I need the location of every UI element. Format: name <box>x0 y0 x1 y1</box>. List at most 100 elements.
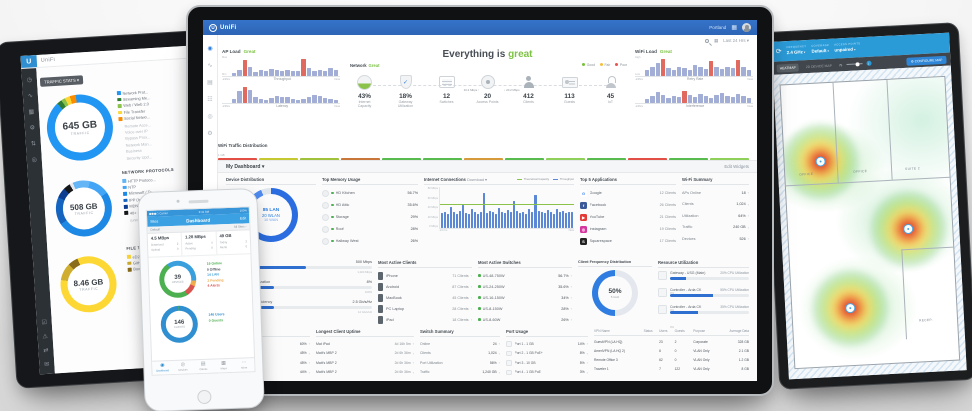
port-row[interactable]: Port 1 - 1 GB 14% › <box>506 339 588 349</box>
site-selector[interactable]: Portland <box>709 25 727 30</box>
coverage-dropdown[interactable]: COVERAGE Default▾ <box>811 43 830 54</box>
vpn-row[interactable]: AmeriVPN (LA HQ 2) 6 0 VLAN Only 2.1 GB <box>594 348 749 353</box>
channel-segment[interactable] <box>546 158 585 162</box>
client-row[interactable]: PC Laptop 28 Clients › <box>378 303 472 314</box>
summary-row[interactable]: Clients 1,024 › <box>420 350 500 356</box>
channel-segment[interactable] <box>669 158 708 162</box>
alerts-icon[interactable]: ⚠ <box>42 332 49 341</box>
resource-row[interactable]: Controller - Arda CK 55% CPU Utilization … <box>658 287 749 312</box>
clock-icon[interactable]: ◷ <box>26 76 33 84</box>
sidebar-settings-icon[interactable]: ⚙ <box>207 130 213 137</box>
switch-row[interactable]: US-8-150W 28% › <box>478 303 572 314</box>
memory-row[interactable]: HD Attic 35.6% <box>322 199 418 211</box>
channel-segment[interactable] <box>628 158 667 162</box>
channel-segment[interactable] <box>464 158 503 162</box>
vpn-row[interactable]: Traveler 1 7 122 VLAN Only 8 GB <box>594 366 749 371</box>
memory-row[interactable]: Roof 28% <box>322 223 418 235</box>
mail-icon[interactable]: ✉ <box>44 360 50 369</box>
channel-segment[interactable] <box>300 158 339 162</box>
sidebar-devices-icon[interactable]: ▤ <box>207 79 213 86</box>
stat-internet[interactable]: 43% Internet Capacity <box>344 72 385 109</box>
refresh-icon[interactable]: ⟳ <box>775 47 782 56</box>
app-row[interactable]: ◎ Instagram 19 Clients <box>580 225 676 233</box>
edit-button[interactable]: Edit <box>239 216 247 221</box>
channel-segment[interactable] <box>382 158 421 162</box>
tab-clients[interactable]: ▤ Clients <box>199 360 208 372</box>
my-dashboard-dropdown[interactable]: My Dashboard ▾ <box>226 163 265 170</box>
app-row[interactable]: S Squarespace 17 Clients <box>580 235 676 247</box>
tab-device-map[interactable]: 2D DEVICE MAP <box>805 63 833 69</box>
tab-heatmap[interactable]: HEATMAP <box>776 62 799 73</box>
switch-row[interactable]: US-24-250W 35.6% › <box>478 281 572 292</box>
edit-widgets-button[interactable]: Edit Widgets <box>724 164 749 169</box>
stat-tile[interactable]: 49 GB Today 2 Alerts 0 <box>219 232 248 250</box>
info-icon[interactable]: i <box>866 60 872 66</box>
app-row[interactable]: G Google 12 Clients <box>580 189 676 197</box>
map-icon[interactable]: ▦ <box>28 108 35 116</box>
summary-row[interactable]: Traffic 1,240 GB › <box>420 369 500 375</box>
download-dropdown[interactable]: Download ▾ <box>467 178 487 182</box>
channel-segment[interactable] <box>710 158 749 162</box>
summary-row[interactable]: Devices 526 › <box>682 236 749 242</box>
memory-row[interactable]: Hallway West 26% <box>322 235 418 247</box>
configure-map-button[interactable]: ⚙ CONFIGURE MAP <box>906 55 947 66</box>
port-row[interactable]: Port 3 - 10 GB 5% › <box>506 358 588 368</box>
avatar[interactable] <box>742 23 751 32</box>
vpn-row[interactable]: GuestVPN (LA HQ) 23 2 Corporate 328 GB <box>594 339 749 344</box>
tasks-icon[interactable]: ☑ <box>41 318 48 327</box>
transfer-icon[interactable]: ⇅ <box>30 140 37 148</box>
stat-tile[interactable]: 4.5 MBps Download 2 Upload 0 <box>147 232 183 257</box>
summary-row[interactable]: Utilization 64% › <box>682 213 749 219</box>
tab-more[interactable]: ⋯ More <box>241 359 248 370</box>
time-range-dropdown[interactable]: Last 24 Hrs ▾ <box>723 38 749 43</box>
stat-guests[interactable]: 113 Guests <box>549 72 590 109</box>
back-button[interactable]: Sites <box>150 219 159 224</box>
tab-maps[interactable]: ▦ Maps <box>220 360 228 371</box>
resource-row[interactable]: Controller - Arda CK 35% CPU Utilization … <box>658 304 749 329</box>
switch-row[interactable]: US-16-150W 34% › <box>478 292 572 303</box>
memory-row[interactable]: HD Kitchen 56.7% <box>322 187 418 199</box>
access-points-dropdown[interactable]: ACCESS POINTS unpaired▾ <box>834 42 861 53</box>
switch-row[interactable]: US-8-60W 26% › <box>478 314 572 325</box>
port-row[interactable]: Port 4 - 1 GB PoE 3% › <box>506 368 588 378</box>
sidebar-stats-icon[interactable]: ∿ <box>207 62 213 69</box>
tab-dashboard[interactable]: ◉ Dashboard <box>156 362 170 373</box>
client-row[interactable]: iPad 18 Clients › <box>378 314 472 325</box>
frequency-dropdown[interactable]: FREQUENCY 2.4 GHz▾ <box>786 45 807 55</box>
activity-icon[interactable]: ∿ <box>27 92 34 100</box>
channel-segment[interactable] <box>505 158 544 162</box>
summary-row[interactable]: Clients 1,024 › <box>682 201 749 207</box>
channel-segment[interactable] <box>259 158 298 162</box>
uptime-row[interactable]: Matt's MBP 2 2d 6h 36m › <box>316 369 414 375</box>
client-row[interactable]: MacBook 45 Clients › <box>378 292 472 303</box>
resource-row[interactable]: Gateway - USG (Main) 20% CPU Utilization … <box>658 270 749 295</box>
memory-row[interactable]: Storage 29% <box>322 211 418 223</box>
apps-grid-icon[interactable]: ▦ <box>731 24 737 31</box>
tab-devices[interactable]: ◎ Devices <box>178 361 188 372</box>
summary-row[interactable]: Traffic 240 GB › <box>682 224 749 230</box>
sidebar-insights-icon[interactable]: ◎ <box>207 113 213 120</box>
port-row[interactable]: Port 2 - 1 GB PoE+ 8% › <box>506 349 588 359</box>
clients-widget[interactable]: 146 CLIENTS 146 Users 0 Guests <box>150 299 254 348</box>
stat-gateway[interactable]: ✓ 18% Gateway Utilization <box>385 72 426 109</box>
switch-row[interactable]: US-48-750W 56.7% › <box>478 270 572 281</box>
channel-segment[interactable] <box>341 158 380 162</box>
stat-clients[interactable]: 412 Clients <box>508 72 549 109</box>
channel-segment[interactable] <box>587 158 626 162</box>
search-icon[interactable] <box>704 39 709 43</box>
uptime-row[interactable]: Mat iPad 4d 16h 5m › <box>316 341 414 347</box>
summary-row[interactable]: Online 24 › <box>420 341 500 347</box>
stat-tile[interactable]: 1.28 MBps Active 4 Pending 0 <box>181 231 218 256</box>
location-icon[interactable]: ◎ <box>31 156 38 164</box>
settings-icon[interactable]: ⚙ <box>29 124 36 132</box>
app-row[interactable]: f Facebook 26 Clients <box>580 199 676 211</box>
client-row[interactable]: Android 87 Clients › <box>378 281 472 292</box>
client-row[interactable]: iPhone 71 Clients › <box>378 270 472 281</box>
traffic-stats-dropdown[interactable]: TRAFFIC STATS ▾ <box>39 75 84 87</box>
uptime-row[interactable]: Matt's MBP 2 2d 6h 36m › <box>316 350 414 356</box>
sidebar-clients-icon[interactable]: ☷ <box>207 96 213 103</box>
sidebar-dashboard-icon[interactable]: ◉ <box>207 45 213 52</box>
uptime-row[interactable]: Matt's MBP 2 2d 6h 36m › <box>316 360 414 366</box>
home-button[interactable] <box>197 389 212 405</box>
all-sites-link[interactable]: All Sites › <box>233 224 247 229</box>
